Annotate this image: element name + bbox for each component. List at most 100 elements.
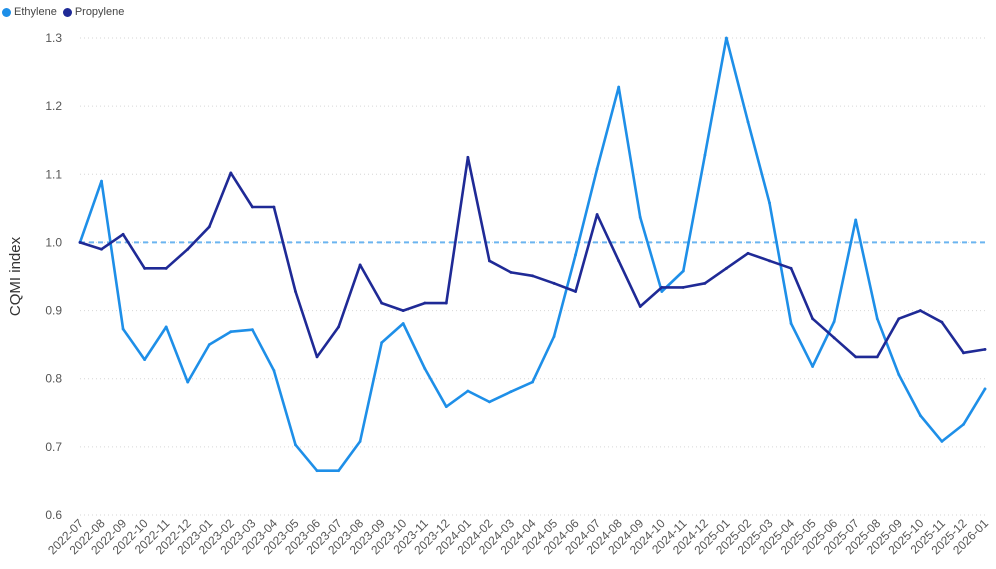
data-point-ethylene [660, 290, 664, 293]
data-point-propylene [897, 317, 901, 321]
data-point-propylene [121, 232, 125, 236]
legend-label-ethylene: Ethylene [14, 6, 57, 18]
data-point-ethylene [746, 120, 750, 124]
data-point-propylene [250, 205, 254, 209]
data-point-propylene [100, 247, 103, 251]
data-point-ethylene [250, 328, 254, 332]
data-point-propylene [315, 355, 319, 359]
data-point-propylene [207, 225, 211, 229]
y-axis-label: CQMI index [7, 236, 24, 316]
data-point-ethylene [940, 440, 944, 443]
data-point-propylene [531, 274, 534, 278]
data-point-ethylene [143, 358, 147, 362]
data-point-propylene [789, 266, 793, 270]
data-point-ethylene [962, 422, 965, 426]
data-point-ethylene [681, 269, 685, 273]
series-line-ethylene [78, 36, 987, 473]
data-point-ethylene [854, 218, 858, 222]
data-point-propylene [574, 290, 577, 293]
data-point-propylene [875, 355, 879, 359]
data-point-ethylene [358, 440, 362, 443]
data-point-propylene [725, 266, 728, 270]
data-point-ethylene [897, 373, 901, 377]
data-point-propylene [466, 155, 470, 159]
series-line-propylene [78, 156, 987, 359]
y-tick-label: 1.0 [45, 235, 62, 249]
legend-item-propylene[interactable]: Propylene [62, 6, 125, 18]
legend-label-propylene: Propylene [74, 6, 125, 18]
legend: Ethylene Propylene [2, 6, 124, 18]
y-tick-label: 0.6 [45, 508, 62, 522]
data-point-ethylene [315, 469, 319, 473]
data-point-propylene [294, 290, 297, 293]
data-point-propylene [768, 259, 771, 263]
data-point-ethylene [100, 179, 103, 183]
data-point-ethylene [552, 335, 556, 338]
y-tick-label: 0.7 [45, 440, 62, 454]
data-point-propylene [983, 348, 987, 351]
data-point-propylene [272, 205, 276, 209]
data-point-propylene [595, 213, 599, 216]
data-point-ethylene [229, 330, 233, 334]
data-point-ethylene [337, 469, 340, 473]
data-point-ethylene [294, 443, 297, 447]
data-point-ethylene [380, 341, 384, 344]
data-point-propylene [617, 259, 621, 263]
data-point-propylene [746, 251, 750, 255]
y-tick-label: 0.9 [45, 304, 62, 318]
data-point-ethylene [466, 389, 470, 393]
data-point-propylene [78, 241, 82, 244]
data-point-propylene [552, 281, 556, 285]
data-point-propylene [703, 281, 707, 285]
data-point-propylene [186, 247, 190, 251]
data-point-ethylene [207, 343, 211, 347]
data-point-propylene [401, 309, 405, 312]
data-point-propylene [962, 351, 965, 355]
data-point-ethylene [983, 387, 987, 391]
legend-item-ethylene[interactable]: Ethylene [2, 6, 57, 18]
data-point-propylene [811, 317, 815, 321]
data-point-propylene [229, 171, 233, 175]
data-point-ethylene [617, 85, 621, 89]
data-point-ethylene [703, 153, 707, 157]
data-point-propylene [509, 271, 513, 274]
legend-marker-propylene [62, 7, 72, 17]
data-point-ethylene [595, 167, 599, 171]
data-point-ethylene [423, 367, 427, 370]
data-point-ethylene [121, 327, 125, 331]
data-point-ethylene [832, 320, 836, 323]
data-point-ethylene [811, 365, 815, 368]
data-point-propylene [638, 305, 642, 308]
data-point-propylene [143, 266, 147, 270]
data-point-ethylene [574, 253, 577, 257]
data-point-ethylene [789, 322, 793, 325]
data-point-ethylene [164, 325, 168, 329]
data-point-ethylene [638, 215, 642, 219]
legend-marker-ethylene [2, 7, 11, 17]
data-point-propylene [488, 259, 491, 263]
y-tick-label: 1.1 [45, 167, 62, 181]
data-point-ethylene [488, 400, 491, 404]
data-point-propylene [423, 301, 427, 305]
data-point-ethylene [768, 201, 771, 205]
data-point-ethylene [918, 414, 922, 417]
data-point-ethylene [531, 380, 534, 384]
data-point-propylene [681, 286, 685, 289]
data-point-propylene [918, 309, 922, 312]
y-tick-label: 1.3 [45, 31, 62, 45]
data-point-ethylene [444, 405, 448, 409]
data-point-propylene [660, 286, 664, 289]
data-point-propylene [164, 266, 168, 270]
data-point-ethylene [875, 317, 879, 321]
data-point-propylene [337, 325, 340, 329]
data-point-propylene [940, 320, 944, 324]
data-point-propylene [832, 336, 836, 340]
y-tick-label: 0.8 [45, 372, 62, 386]
data-point-ethylene [401, 322, 405, 325]
data-point-propylene [854, 355, 858, 359]
data-point-propylene [444, 301, 448, 305]
data-point-propylene [380, 301, 384, 305]
data-point-ethylene [186, 380, 190, 384]
data-point-propylene [358, 263, 362, 267]
